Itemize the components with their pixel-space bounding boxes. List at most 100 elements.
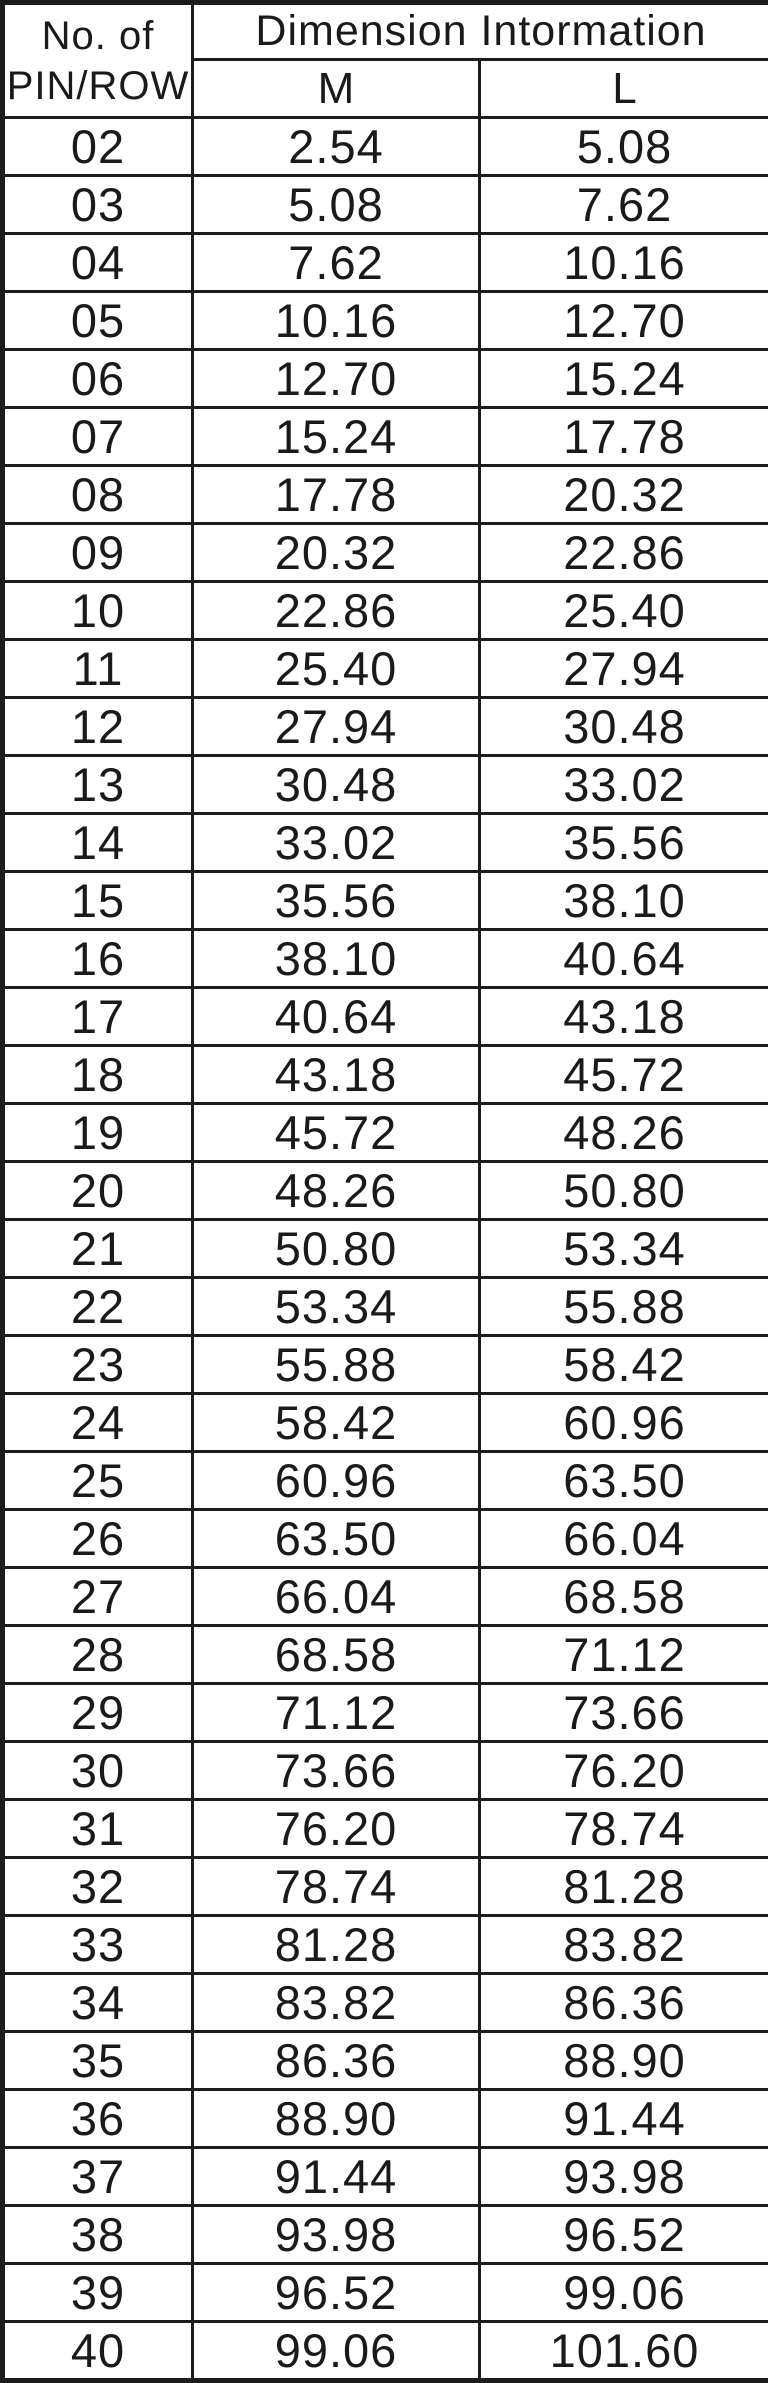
pin-count-cell: 16 (3, 930, 193, 988)
dimension-l-cell: 99.06 (480, 2264, 768, 2322)
dimension-l-cell: 38.10 (480, 872, 768, 930)
dimension-m-cell: 17.78 (193, 466, 480, 524)
dimension-m-cell: 71.12 (193, 1684, 480, 1742)
dimension-m-cell: 93.98 (193, 2206, 480, 2264)
dimension-m-cell: 12.70 (193, 350, 480, 408)
dimension-l-cell: 96.52 (480, 2206, 768, 2264)
dimension-l-cell: 25.40 (480, 582, 768, 640)
pin-count-cell: 20 (3, 1162, 193, 1220)
pin-count-cell: 27 (3, 1568, 193, 1626)
dimension-m-cell: 15.24 (193, 408, 480, 466)
pin-count-cell: 19 (3, 1104, 193, 1162)
pin-count-cell: 02 (3, 118, 193, 176)
dimension-m-cell: 78.74 (193, 1858, 480, 1916)
pin-count-cell: 11 (3, 640, 193, 698)
dimension-l-cell: 73.66 (480, 1684, 768, 1742)
dimension-m-cell: 40.64 (193, 988, 480, 1046)
pin-count-cell: 40 (3, 2322, 193, 2381)
dimension-l-cell: 81.28 (480, 1858, 768, 1916)
pin-count-cell: 32 (3, 1858, 193, 1916)
dimension-l-cell: 58.42 (480, 1336, 768, 1394)
dimension-l-cell: 66.04 (480, 1510, 768, 1568)
dimension-m-cell: 43.18 (193, 1046, 480, 1104)
dimension-m-cell: 20.32 (193, 524, 480, 582)
dimension-l-cell: 63.50 (480, 1452, 768, 1510)
dimension-l-cell: 10.16 (480, 234, 768, 292)
dimension-m-cell: 38.10 (193, 930, 480, 988)
pin-count-cell: 24 (3, 1394, 193, 1452)
dimension-m-cell: 63.50 (193, 1510, 480, 1568)
dimension-l-cell: 48.26 (480, 1104, 768, 1162)
dimension-m-cell: 99.06 (193, 2322, 480, 2381)
dimension-m-cell: 55.88 (193, 1336, 480, 1394)
dimension-m-cell: 7.62 (193, 234, 480, 292)
pin-count-cell: 04 (3, 234, 193, 292)
dimension-m-cell: 48.26 (193, 1162, 480, 1220)
dimension-l-cell: 33.02 (480, 756, 768, 814)
header-row-1: No. of PIN/ROW Dimension Intormation (3, 3, 768, 60)
dimension-m-cell: 86.36 (193, 2032, 480, 2090)
dimension-m-cell: 96.52 (193, 2264, 480, 2322)
dimension-m-cell: 60.96 (193, 1452, 480, 1510)
pin-count-cell: 08 (3, 466, 193, 524)
dimension-l-cell: 15.24 (480, 350, 768, 408)
dimension-m-cell: 81.28 (193, 1916, 480, 1974)
dimension-l-cell: 53.34 (480, 1220, 768, 1278)
dimension-m-cell: 91.44 (193, 2148, 480, 2206)
pin-count-cell: 23 (3, 1336, 193, 1394)
dimension-l-cell: 93.98 (480, 2148, 768, 2206)
dimension-l-cell: 88.90 (480, 2032, 768, 2090)
dimension-m-cell: 45.72 (193, 1104, 480, 1162)
pin-count-cell: 34 (3, 1974, 193, 2032)
pin-count-cell: 12 (3, 698, 193, 756)
dimension-l-cell: 45.72 (480, 1046, 768, 1104)
dimension-m-cell: 68.58 (193, 1626, 480, 1684)
dimension-l-cell: 55.88 (480, 1278, 768, 1336)
dimension-l-cell: 76.20 (480, 1742, 768, 1800)
pin-count-cell: 05 (3, 292, 193, 350)
dimension-l-cell: 43.18 (480, 988, 768, 1046)
dimension-m-cell: 25.40 (193, 640, 480, 698)
pin-count-cell: 18 (3, 1046, 193, 1104)
column-header-l: L (480, 60, 768, 118)
pin-count-cell: 17 (3, 988, 193, 1046)
dimension-l-cell: 40.64 (480, 930, 768, 988)
pin-count-cell: 14 (3, 814, 193, 872)
dimension-l-cell: 68.58 (480, 1568, 768, 1626)
dimension-l-cell: 86.36 (480, 1974, 768, 2032)
pin-count-cell: 26 (3, 1510, 193, 1568)
pin-count-cell: 33 (3, 1916, 193, 1974)
dimension-header: Dimension Intormation (193, 3, 768, 60)
dimension-m-cell: 5.08 (193, 176, 480, 234)
pin-count-cell: 07 (3, 408, 193, 466)
pin-count-cell: 21 (3, 1220, 193, 1278)
pin-count-cell: 28 (3, 1626, 193, 1684)
dimension-l-cell: 71.12 (480, 1626, 768, 1684)
dimension-m-cell: 73.66 (193, 1742, 480, 1800)
dimension-m-cell: 88.90 (193, 2090, 480, 2148)
